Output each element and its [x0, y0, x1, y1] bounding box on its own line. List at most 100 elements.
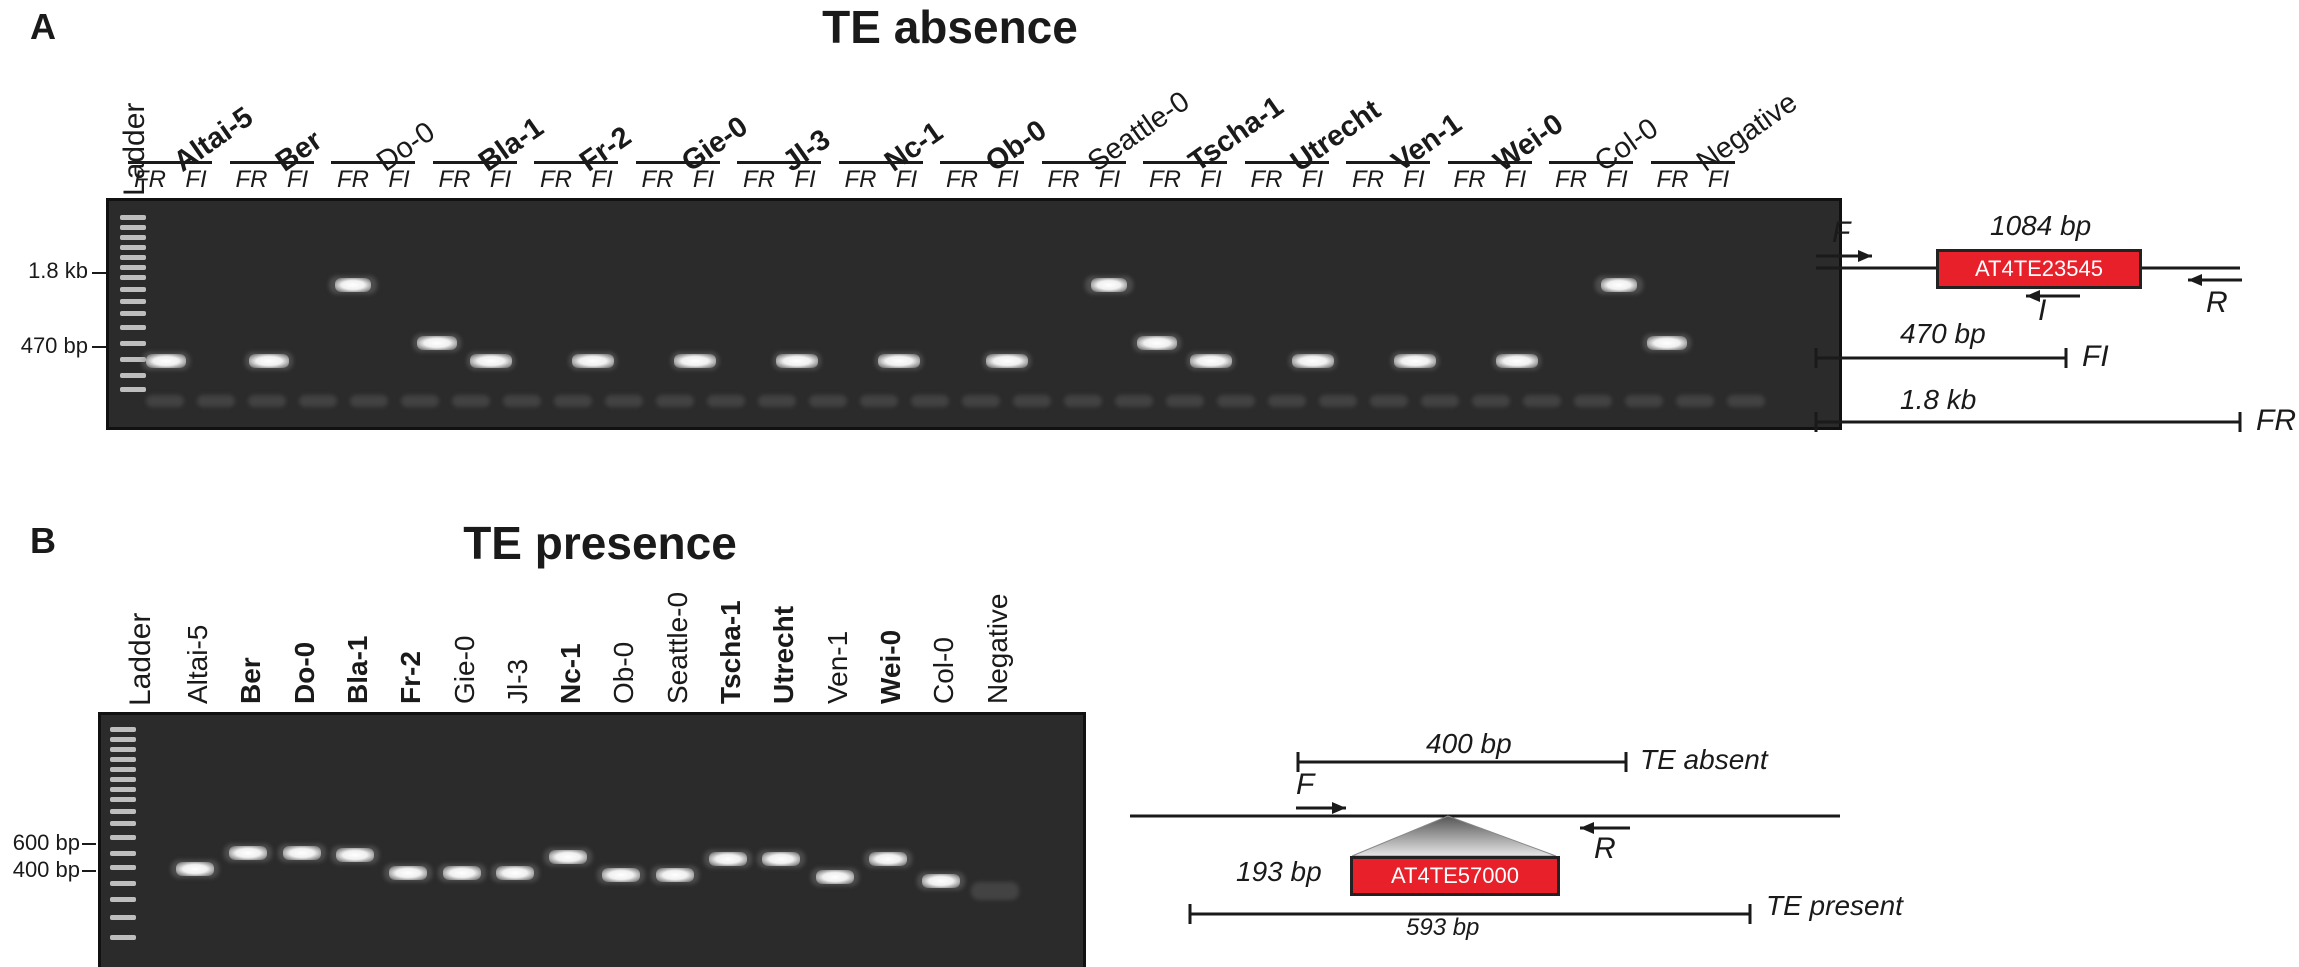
gel-band [709, 852, 747, 866]
gel-band [1647, 336, 1687, 350]
panel-a-gel [106, 198, 1842, 430]
te-box-at4te23545: AT4TE23545 [1936, 249, 2142, 289]
sub-lane-fi-label: FI [388, 166, 410, 193]
panel-a-title: TE absence [822, 1, 1078, 53]
sub-lane-fr-label: FR [743, 166, 775, 193]
absent-size-label: 400 bp [1426, 728, 1512, 759]
lane-underline [229, 161, 314, 164]
primer-dimer [1115, 395, 1153, 407]
gel-band [282, 846, 321, 860]
panel-b-marker-tick [82, 843, 96, 845]
sub-lane-fi-label: FI [1606, 166, 1628, 193]
sub-lane-fr-label: FR [134, 166, 166, 193]
lane-label-tscha-1: Tscha-1 [715, 600, 746, 704]
primer-dimer [503, 395, 541, 407]
ladder-band [110, 727, 136, 732]
primer-dimer [707, 395, 745, 407]
ladder-band [110, 865, 136, 870]
ladder-band [110, 897, 136, 902]
present-size-label: 593 bp [1406, 914, 1480, 941]
lane-underline [1041, 161, 1126, 164]
ladder-band [120, 311, 146, 316]
ladder-band [120, 245, 146, 250]
fr-size-label: 1.8 kb [1900, 384, 1977, 415]
te-size-label: 193 bp [1236, 856, 1322, 887]
primer-dimer [1421, 395, 1459, 407]
primer-dimer [1523, 395, 1561, 407]
ladder-band [110, 809, 136, 814]
gel-band [986, 354, 1028, 368]
lane-underline [737, 161, 821, 164]
ladder-band [120, 357, 146, 362]
panel-a-marker-1-8kb: 1.8 kb [28, 258, 88, 283]
ladder-band [120, 265, 146, 270]
sub-lane-fi-label: FI [591, 166, 613, 193]
ladder-band [110, 915, 136, 920]
lane-label-ber: Ber [235, 657, 267, 704]
sub-lane-fr-label: FR [1352, 166, 1384, 193]
ladder-band [120, 215, 146, 220]
te-size-label: 1084 bp [1990, 210, 2092, 241]
sub-lane-fi-label: FI [1301, 166, 1324, 193]
panel-b-letter: B [30, 520, 56, 561]
gel-band [335, 278, 371, 292]
panel-b-schematic [1130, 752, 1840, 924]
gel-band [572, 354, 614, 368]
lane-label-ven-1: Ven-1 [821, 630, 853, 704]
lane-underline [331, 161, 415, 164]
lane-label-col-0: Col-0 [928, 637, 960, 704]
lane-label-nc-1: Nc-1 [555, 643, 587, 704]
lane-underline [534, 161, 618, 164]
gel-band [762, 852, 801, 866]
sub-lane-fi-label: FI [1504, 166, 1527, 193]
lane-underline [1650, 161, 1735, 164]
ladder-band [120, 225, 146, 230]
lane-label-bla-1: Bla-1 [341, 635, 373, 704]
lane-underline [432, 161, 517, 164]
gel-band [229, 846, 268, 860]
gel-band [1292, 354, 1334, 368]
gel-band [442, 866, 481, 880]
ladder-band [120, 299, 146, 304]
primer-dimer [758, 395, 796, 407]
gel-band [389, 866, 428, 880]
sub-lane-fr-label: FR [540, 166, 572, 193]
primer-dimer [656, 395, 694, 407]
gel-band [335, 848, 374, 862]
fr-product-label: FR [2256, 404, 2296, 437]
sub-lane-fr-label: FR [1656, 166, 1689, 193]
lane-label-fr-2: Fr-2 [395, 651, 427, 704]
sub-lane-fi-label: FI [895, 166, 918, 193]
primer-dimer [1370, 395, 1408, 407]
ladder-band [110, 881, 136, 886]
ladder-band [110, 821, 136, 826]
primer-f-label: F [1832, 216, 1851, 249]
gel-band [776, 354, 818, 368]
primer-r-label: R [1594, 832, 1616, 865]
gel-band [878, 354, 920, 368]
te-absent-label: TE absent [1640, 744, 1768, 775]
sub-lane-fi-label: FI [1098, 166, 1121, 193]
lane-underline [1244, 161, 1329, 164]
primer-dimer [452, 395, 490, 407]
ladder-band [110, 747, 136, 752]
primer-dimer [146, 395, 184, 407]
gel-band [549, 850, 588, 864]
ladder-band [110, 767, 136, 772]
panel-a-marker-tick [92, 272, 106, 274]
lane-underline [635, 161, 720, 164]
sub-lane-fr-label: FR [1555, 166, 1587, 193]
fi-product-label: FI [2082, 340, 2109, 373]
gel-band [922, 874, 961, 888]
ladder-band [120, 373, 146, 378]
gel-band [1601, 278, 1637, 292]
ladder-band [110, 851, 136, 856]
panel-b-marker-tick [82, 870, 96, 872]
sub-lane-fr-label: FR [1453, 166, 1486, 193]
lane-label-wei-0: Wei-0 [874, 629, 906, 704]
primer-dimer [911, 395, 949, 407]
primer-dimer [1166, 395, 1204, 407]
gel-band [1137, 336, 1177, 350]
ladder-band [110, 787, 136, 792]
sub-lane-fr-label: FR [641, 166, 674, 193]
